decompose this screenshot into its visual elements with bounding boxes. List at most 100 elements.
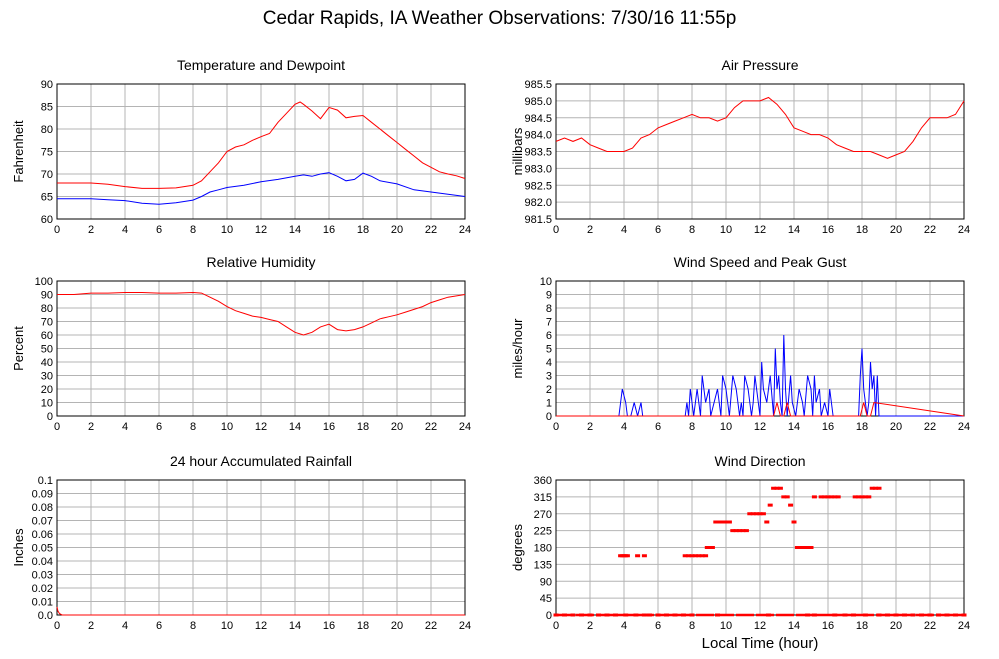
rain-xtick: 8 <box>190 620 196 632</box>
wdir-point <box>801 546 807 549</box>
wdir-xtick: 10 <box>720 620 732 632</box>
wind-ytick: 1 <box>546 398 552 410</box>
wind-xtick: 4 <box>621 421 627 433</box>
temp-xtick: 14 <box>289 224 301 236</box>
wdir-ytick: 270 <box>534 509 552 521</box>
pres-ytick: 982.5 <box>524 180 552 192</box>
rh-xtick: 4 <box>122 421 128 433</box>
pres-ytick: 982.0 <box>524 197 552 209</box>
wdir-xtick: 14 <box>788 620 800 632</box>
rh-ytick: 70 <box>41 317 53 329</box>
rh-ytick: 80 <box>41 303 53 315</box>
wdir-point <box>730 529 736 533</box>
wdir-point <box>760 512 766 516</box>
wind-ytick: 2 <box>546 384 552 396</box>
wdir-point <box>754 512 760 516</box>
wdir-point <box>798 546 804 549</box>
wdir-point <box>822 495 828 499</box>
pres-xtick: 6 <box>655 224 661 236</box>
wdir-point <box>828 495 834 499</box>
pres-ytick: 985.0 <box>524 96 552 108</box>
rain-ytick: 0.0 <box>38 610 53 622</box>
wind-xtick: 6 <box>655 421 661 433</box>
temp-ytick: 85 <box>41 102 53 114</box>
rain-xtick: 18 <box>357 620 369 632</box>
pres-xtick: 20 <box>890 224 902 236</box>
wdir-point <box>784 495 790 499</box>
wdir-ytick: 225 <box>534 526 552 538</box>
wdir-ytick: 315 <box>534 492 552 504</box>
wdir-xtick: 2 <box>587 620 593 632</box>
rh-xtick: 20 <box>391 421 403 433</box>
wdir-ytick: 45 <box>540 593 552 605</box>
rain-xtick: 20 <box>391 620 403 632</box>
rh-title: Relative Humidity <box>207 254 316 270</box>
wdir-xtick: 16 <box>822 620 834 632</box>
wdir-point <box>750 512 756 516</box>
wdir-point <box>692 554 698 558</box>
wind-title: Wind Speed and Peak Gust <box>674 254 847 270</box>
rh-ytick: 90 <box>41 290 53 302</box>
wdir-point <box>720 520 726 524</box>
rain-ytick: 0.09 <box>32 489 53 501</box>
wdir-point <box>791 520 797 524</box>
wdir-ytick: 90 <box>540 576 552 588</box>
wdir-point <box>774 486 780 490</box>
wdir-point <box>811 613 817 617</box>
rain-xtick: 24 <box>459 620 471 632</box>
pres-xtick: 4 <box>621 224 627 236</box>
wdir-point <box>716 520 722 524</box>
rh-xtick: 2 <box>88 421 94 433</box>
page-title: Cedar Rapids, IA Weather Observations: 7… <box>262 8 737 29</box>
rain-xtick: 16 <box>323 620 335 632</box>
temp-xtick: 24 <box>459 224 471 236</box>
rain-ytick: 0.04 <box>32 556 53 568</box>
pres-xtick: 16 <box>822 224 834 236</box>
temp-ytick: 90 <box>41 79 53 91</box>
rh-ytick: 60 <box>41 330 53 342</box>
wdir-xtick: 0 <box>553 620 559 632</box>
wind-xtick: 14 <box>788 421 800 433</box>
wdir-point <box>805 546 811 549</box>
pres-ytick: 985.5 <box>524 79 552 91</box>
wind-xtick: 10 <box>720 421 732 433</box>
wdir-point <box>953 613 958 617</box>
wdir-point <box>689 554 695 558</box>
wind-series-1 <box>556 401 965 417</box>
wind-ylabel: miles/hour <box>510 318 525 379</box>
wdir-point <box>696 554 702 558</box>
rain-ytick: 0.05 <box>32 543 53 555</box>
pres-series-0 <box>555 96 965 159</box>
pres-ylabel: millibars <box>510 127 525 175</box>
wind-ytick: 6 <box>546 330 552 342</box>
wdir-ytick: 180 <box>534 543 552 555</box>
wind-ytick: 4 <box>546 357 552 369</box>
wdir-point <box>713 520 719 524</box>
rain-ytick: 0.08 <box>32 502 53 514</box>
wdir-point <box>808 546 814 549</box>
wdir-point <box>811 495 817 499</box>
temp-xtick: 20 <box>391 224 403 236</box>
pres-xtick: 10 <box>720 224 732 236</box>
wdir-point <box>777 486 783 490</box>
temp-xtick: 0 <box>54 224 60 236</box>
wind-ytick: 8 <box>546 303 552 315</box>
rain-xtick: 6 <box>156 620 162 632</box>
wind-ytick: 3 <box>546 371 552 383</box>
temp-series-1 <box>57 172 466 205</box>
wind-ytick: 5 <box>546 344 552 356</box>
rh-xtick: 0 <box>54 421 60 433</box>
rh-xtick: 6 <box>156 421 162 433</box>
pres-frame <box>555 83 965 220</box>
temp-ytick: 65 <box>41 192 53 204</box>
wdir-point <box>737 529 743 533</box>
temp-ylabel: Fahrenheit <box>11 120 26 183</box>
x-axis-label: Local Time (hour) <box>701 635 819 652</box>
pres-title: Air Pressure <box>721 57 798 73</box>
wdir-point <box>703 554 709 558</box>
wdir-xtick: 22 <box>924 620 936 632</box>
rain-ytick: 0.01 <box>32 597 53 609</box>
wdir-point <box>866 495 872 499</box>
